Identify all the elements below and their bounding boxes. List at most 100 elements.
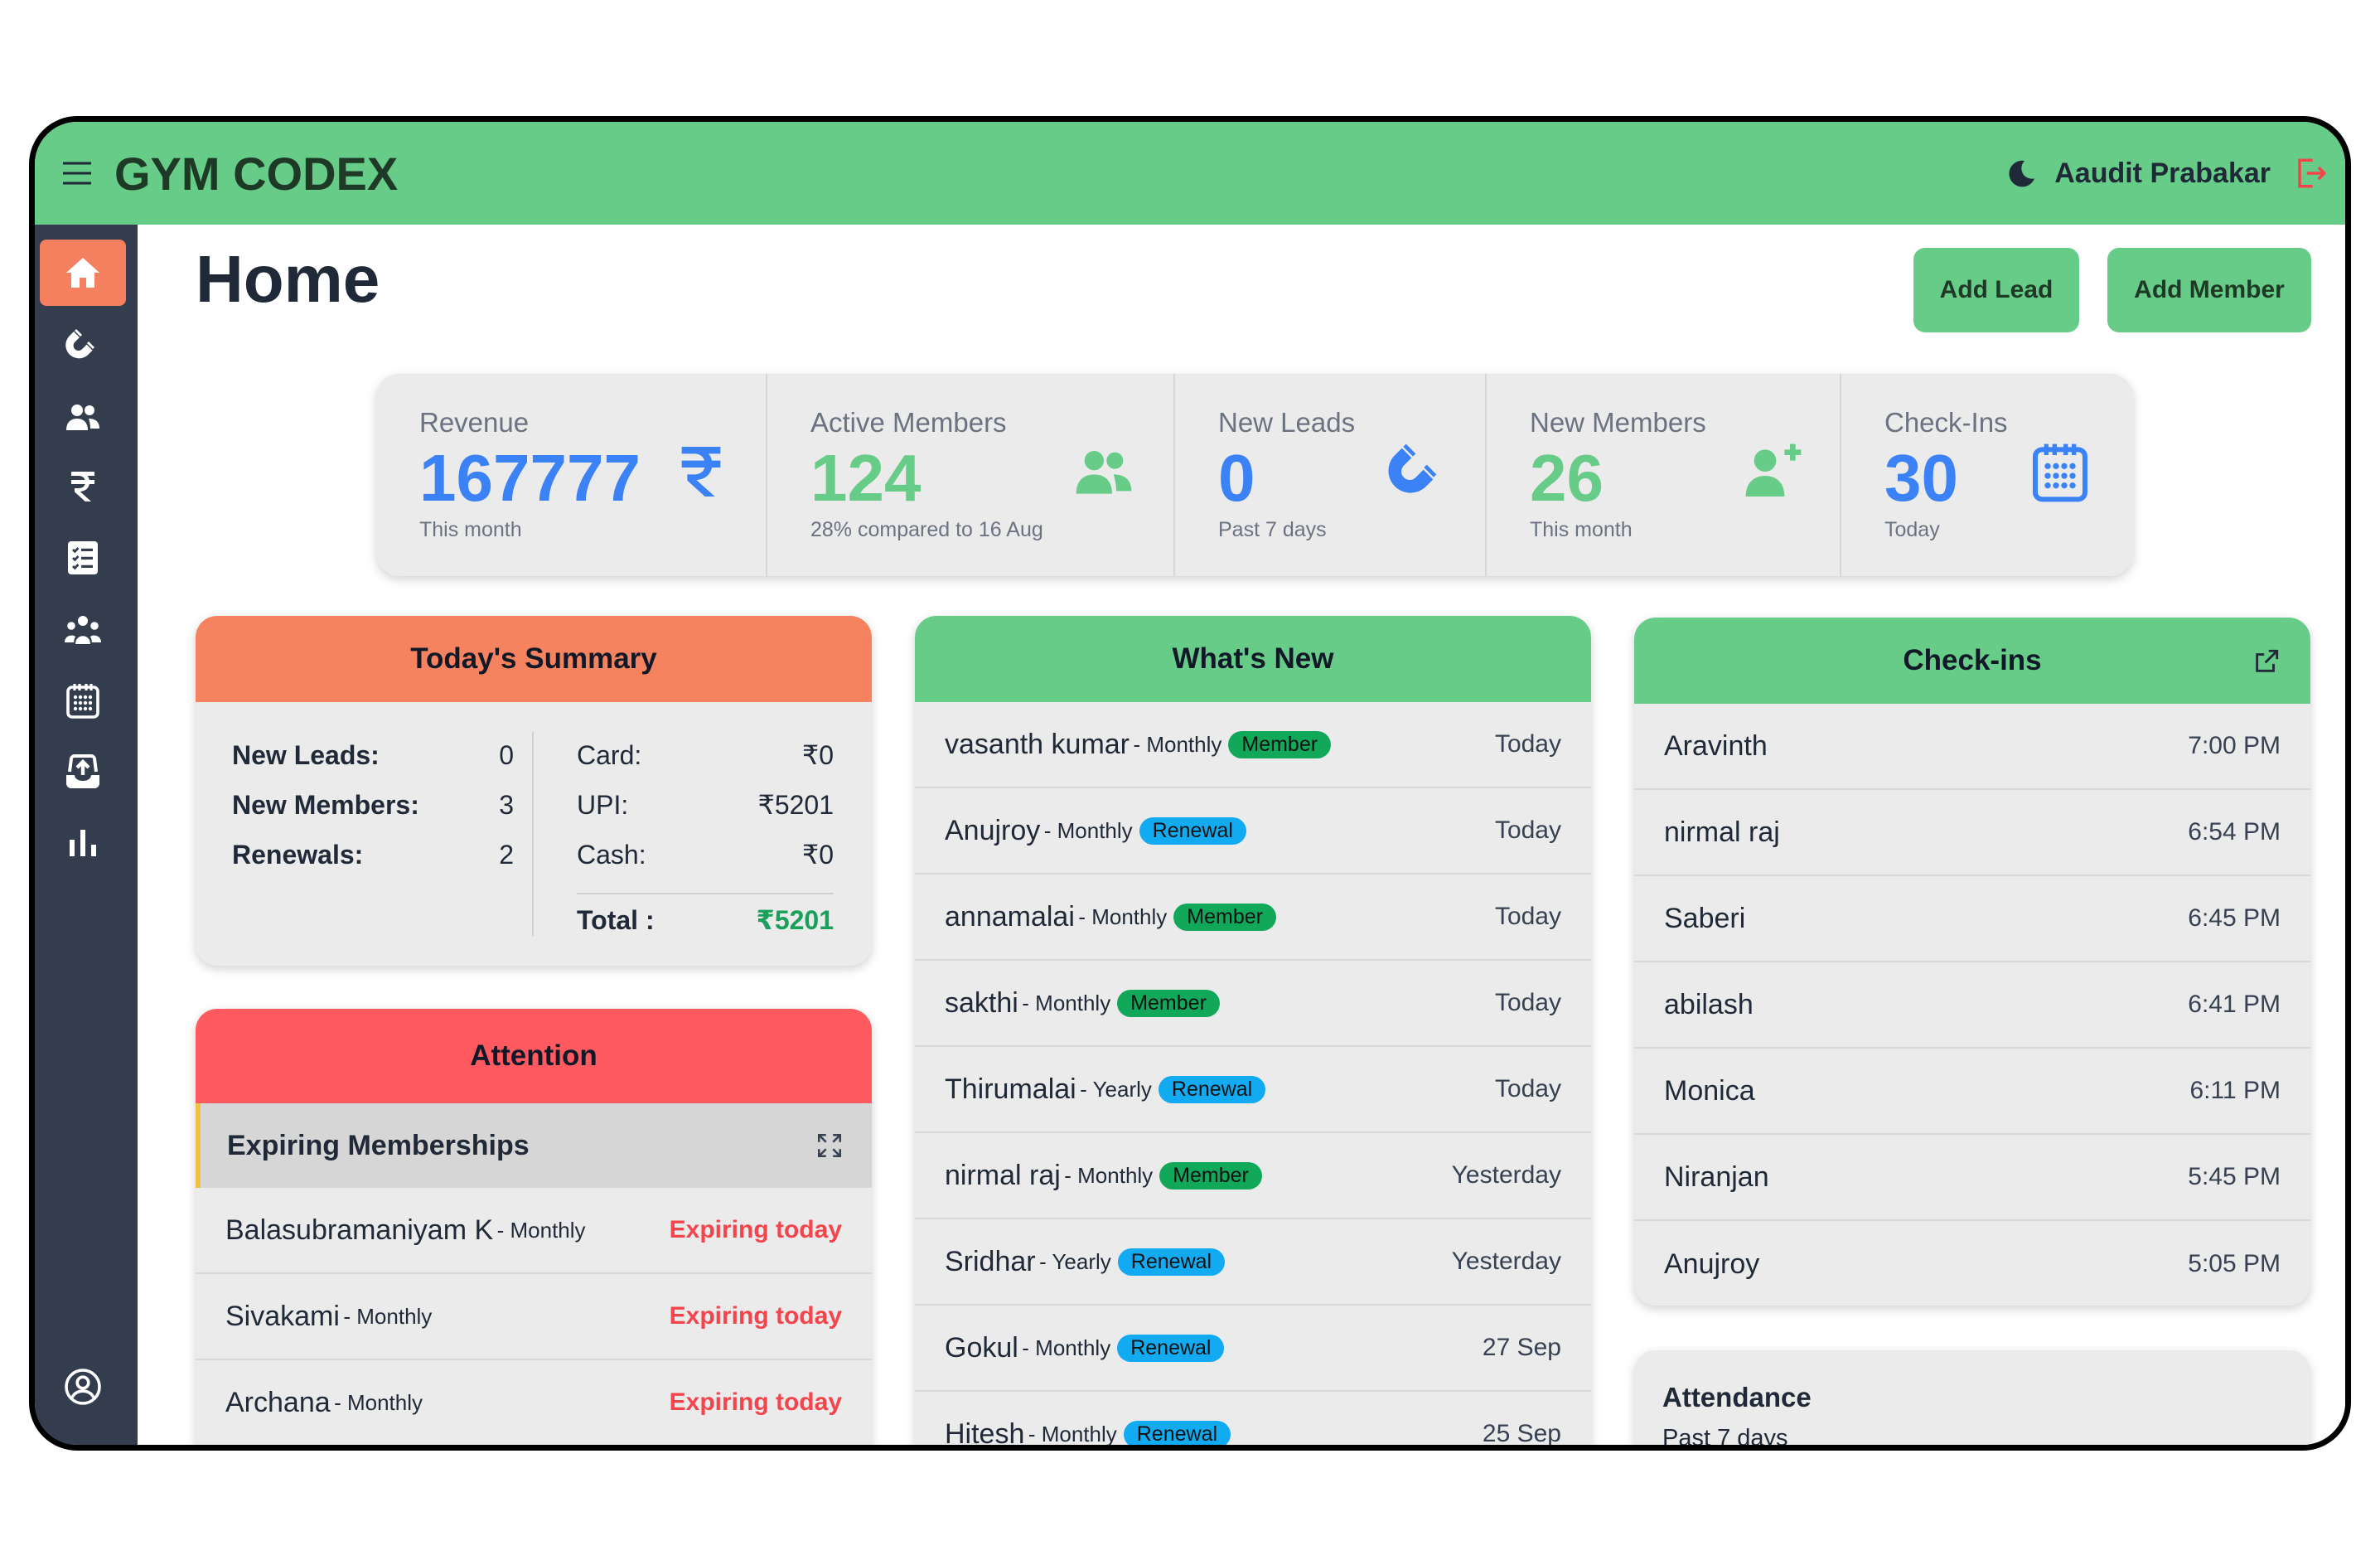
list-item[interactable]: nirmal raj 6:54 PM [1634, 790, 2310, 876]
member-plan: - Yearly [1080, 1076, 1152, 1102]
stat-active-members[interactable]: Active Members 124 28% compared to 16 Au… [767, 374, 1175, 576]
logout-icon[interactable] [2294, 156, 2329, 191]
list-item[interactable]: abilash 6:41 PM [1634, 962, 2310, 1049]
group-icon [63, 611, 103, 651]
list-item[interactable]: Aravinth 7:00 PM [1634, 704, 2310, 790]
member-plan: - Monthly [1078, 904, 1168, 929]
checkin-time: 6:11 PM [2189, 1077, 2281, 1104]
list-item[interactable]: Thirumalai - Yearly Renewal Today [915, 1047, 1591, 1133]
summary-total-row: Total : ₹5201 [577, 893, 834, 942]
stat-value: 30 [1884, 441, 1958, 515]
calendar-icon [63, 681, 103, 720]
member-plan: - Monthly [1022, 1335, 1111, 1360]
member-name: Monica [1664, 1074, 1755, 1107]
stat-sub: Past 7 days [1218, 518, 1327, 541]
stat-value: 0 [1218, 441, 1255, 515]
member-plan: - Monthly [1028, 1421, 1117, 1446]
sidebar-item-attendance[interactable] [40, 667, 126, 734]
list-item[interactable]: Niranjan 5:45 PM [1634, 1135, 2310, 1221]
summary-row: New Members: 3 [232, 780, 514, 830]
list-item[interactable]: Monica 6:11 PM [1634, 1049, 2310, 1135]
external-link-icon[interactable] [2252, 647, 2281, 676]
member-plan: - Monthly [1022, 990, 1111, 1015]
list-item[interactable]: sakthi - Monthly Member Today [915, 961, 1591, 1047]
sidebar-item-reports[interactable] [40, 810, 126, 876]
card-title: Check-ins [1903, 644, 2042, 676]
list-item[interactable]: Sivakami - Monthly Expiring today [196, 1274, 872, 1360]
stat-new-members[interactable]: New Members 26 This month [1487, 374, 1841, 576]
member-name: Saberi [1664, 902, 1746, 934]
brand-logo[interactable]: GYM CODEX [114, 147, 399, 200]
activity-time: Today [1494, 1075, 1561, 1102]
card-header: Check-ins [1634, 618, 2310, 704]
checkin-time: 5:05 PM [2188, 1250, 2281, 1277]
add-member-button[interactable]: Add Member [2107, 248, 2311, 332]
list-item[interactable]: Sridhar - Yearly Renewal Yesterday [915, 1219, 1591, 1306]
card-title: Attention [196, 1009, 872, 1103]
stat-sub: Today [1884, 518, 1940, 541]
hamburger-menu-icon[interactable] [61, 161, 93, 186]
sidebar-item-plans[interactable] [40, 525, 126, 591]
expiring-memberships-header[interactable]: Expiring Memberships [196, 1103, 872, 1188]
sidebar-item-payments[interactable] [40, 453, 126, 520]
list-item[interactable]: vasanth kumar - Monthly Member Today [915, 702, 1591, 788]
status-badge: Member [1173, 903, 1276, 931]
list-item[interactable]: Saberi 6:45 PM [1634, 876, 2310, 962]
sidebar-item-home[interactable] [40, 240, 126, 306]
sidebar-item-import[interactable] [40, 739, 126, 805]
list-item[interactable]: annamalai - Monthly Member Today [915, 875, 1591, 961]
summary-row: Card: ₹0 [577, 730, 834, 780]
list-item[interactable]: Hitesh - Monthly Renewal 25 Sep [915, 1392, 1591, 1447]
stat-label: New Members [1530, 407, 1706, 438]
status-badge: Member [1159, 1161, 1262, 1189]
status-badge: Renewal [1139, 816, 1246, 845]
stat-value: 26 [1530, 441, 1604, 515]
member-name: Anujroy [945, 814, 1041, 846]
sidebar-item-leads[interactable] [40, 313, 126, 379]
user-name[interactable]: Aaudit Prabakar [2054, 157, 2271, 189]
list-item[interactable]: Balasubramaniyam K - Monthly Expiring tod… [196, 1188, 872, 1274]
status-badge: Renewal [1123, 1420, 1231, 1445]
list-item[interactable]: Gokul - Monthly Renewal 27 Sep [915, 1306, 1591, 1392]
list-item[interactable]: Anujroy 5:05 PM [1634, 1221, 2310, 1306]
expand-icon[interactable] [815, 1131, 844, 1160]
calendar-icon [2027, 438, 2093, 505]
member-plan: - Monthly [334, 1389, 423, 1415]
activity-time: Today [1494, 903, 1561, 930]
dark-mode-moon-icon[interactable] [2006, 157, 2038, 189]
card-title: Today's Summary [196, 616, 872, 702]
summary-key: New Leads: [232, 739, 380, 770]
stat-revenue[interactable]: Revenue 167777 This month [376, 374, 767, 576]
list-item[interactable]: nirmal raj - Monthly Member Yesterday [915, 1133, 1591, 1219]
member-plan: - Monthly [1064, 1162, 1154, 1188]
member-name: annamalai [945, 900, 1075, 933]
status-badge: Member [1228, 730, 1332, 758]
home-icon [63, 253, 103, 293]
sidebar-item-staff[interactable] [40, 598, 126, 664]
activity-time: 25 Sep [1482, 1420, 1561, 1447]
attendance-card: Attendance Past 7 days [1634, 1350, 2310, 1445]
stat-check-ins[interactable]: Check-Ins 30 Today [1841, 374, 2133, 576]
sidebar-item-members[interactable] [40, 384, 126, 450]
list-item[interactable]: Anujroy - Monthly Renewal Today [915, 788, 1591, 875]
add-lead-button[interactable]: Add Lead [1913, 248, 2079, 332]
member-name: Archana [225, 1386, 331, 1418]
activity-time: Yesterday [1451, 1248, 1561, 1275]
member-name: Aravinth [1664, 729, 1768, 762]
list-item[interactable]: Archana - Monthly Expiring today [196, 1360, 872, 1445]
expiry-status: Expiring today [669, 1302, 842, 1330]
summary-value: ₹0 [801, 740, 834, 770]
member-name: Sivakami [225, 1300, 340, 1332]
summary-value: 2 [499, 839, 514, 870]
members-icon [63, 397, 103, 437]
member-name: Sridhar [945, 1245, 1036, 1277]
summary-counts: New Leads: 0 New Members: 3 Renewals: 2 [232, 730, 514, 879]
stat-label: Check-Ins [1884, 407, 2008, 438]
activity-time: 27 Sep [1482, 1334, 1561, 1361]
checkin-time: 6:54 PM [2188, 818, 2281, 845]
member-plan: - Yearly [1039, 1248, 1111, 1274]
stat-new-leads[interactable]: New Leads 0 Past 7 days [1175, 374, 1487, 576]
card-title: What's New [915, 616, 1591, 702]
sidebar-item-profile[interactable] [40, 1354, 126, 1420]
member-name: Anujroy [1664, 1248, 1760, 1280]
